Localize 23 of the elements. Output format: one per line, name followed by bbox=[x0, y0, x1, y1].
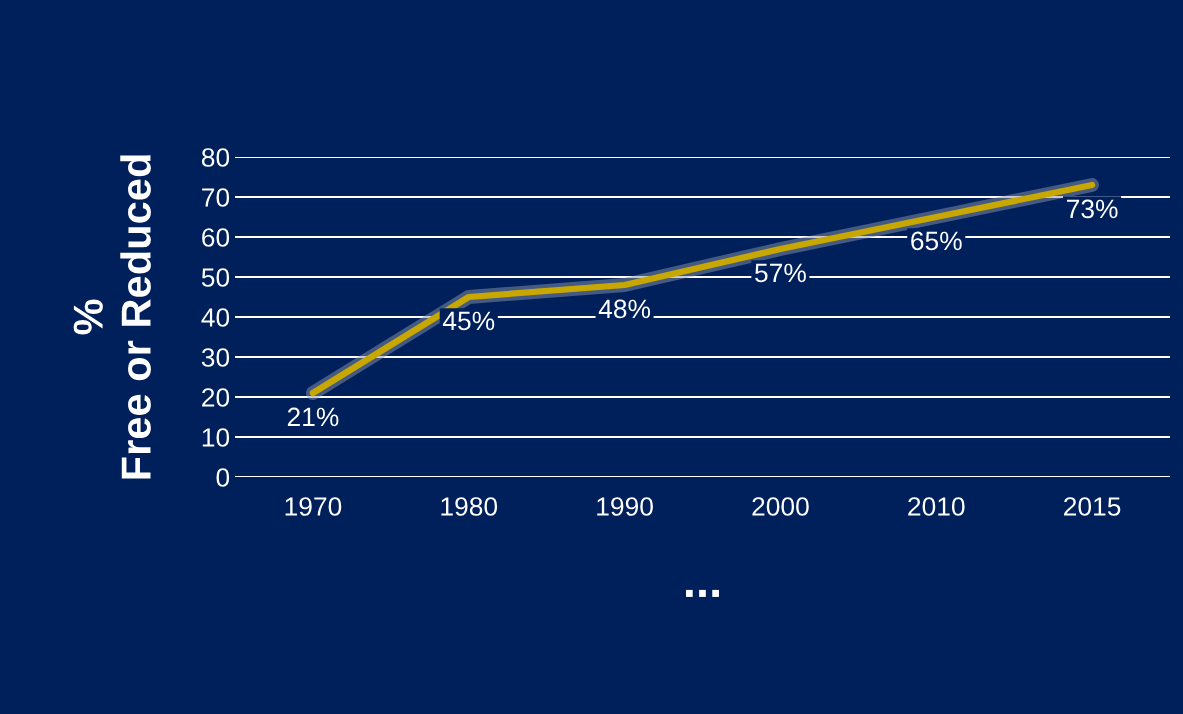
y-tick-label: 80 bbox=[201, 148, 230, 167]
data-label: 65% bbox=[911, 231, 962, 251]
data-label: 48% bbox=[598, 299, 651, 319]
y-tick-label: 20 bbox=[202, 388, 230, 407]
x-axis-title: ... bbox=[686, 589, 719, 597]
x-tick-label: 2010 bbox=[908, 497, 965, 516]
data-label: 45% bbox=[442, 311, 495, 331]
x-tick-label: 1990 bbox=[597, 497, 653, 516]
x-tick-label: 1970 bbox=[285, 497, 342, 516]
data-label: 73% bbox=[1067, 199, 1118, 219]
y-tick-label: 30 bbox=[201, 348, 230, 367]
y-tick-label: 60 bbox=[202, 228, 230, 247]
data-label: 21% bbox=[287, 407, 339, 427]
x-tick-label: 1980 bbox=[441, 497, 498, 516]
y-tick-label: 10 bbox=[202, 428, 230, 447]
y-axis-title: % Free or Reduced bbox=[73, 155, 151, 479]
y-tick-label: 40 bbox=[201, 308, 230, 327]
y-tick-label: 0 bbox=[216, 468, 230, 487]
x-tick-label: 2000 bbox=[752, 497, 809, 516]
y-tick-label: 50 bbox=[201, 268, 230, 287]
x-tick-label: 2015 bbox=[1064, 497, 1121, 516]
data-label: 57% bbox=[755, 263, 806, 283]
y-tick-label: 70 bbox=[202, 188, 230, 207]
